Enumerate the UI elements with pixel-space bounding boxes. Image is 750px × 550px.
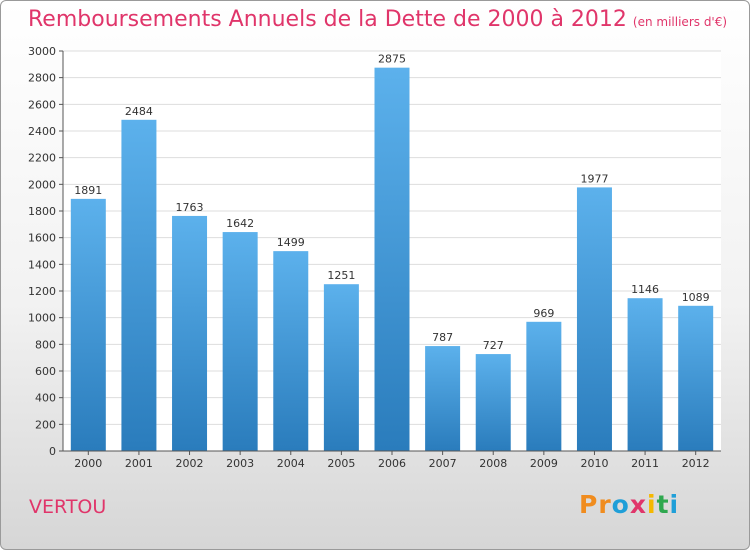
logo-letter: o	[611, 490, 630, 519]
logo-letter: i	[647, 490, 657, 519]
data-label: 1499	[277, 236, 305, 249]
logo-letter: x	[629, 490, 647, 519]
x-tick-label: 2008	[479, 457, 507, 470]
bar	[526, 321, 562, 451]
commune-name: VERTOU	[29, 496, 107, 518]
y-tick-label: 3000	[28, 45, 56, 58]
y-tick-label: 1400	[28, 258, 56, 271]
data-label: 1642	[226, 217, 254, 230]
data-label: 1763	[176, 201, 204, 214]
bar	[425, 346, 461, 451]
y-tick-label: 600	[35, 365, 56, 378]
bar	[323, 284, 359, 451]
data-label: 1146	[631, 283, 659, 296]
data-label: 1251	[327, 269, 355, 282]
y-tick-label: 1600	[28, 232, 56, 245]
y-tick-label: 2800	[28, 72, 56, 85]
bar	[678, 305, 714, 451]
y-tick-label: 2400	[28, 125, 56, 138]
x-tick-label: 2011	[631, 457, 659, 470]
x-tick-label: 2010	[580, 457, 608, 470]
chart-title-main: Remboursements Annuels de la Dette de 20…	[28, 7, 627, 32]
y-tick-label: 1200	[28, 285, 56, 298]
x-tick-label: 2012	[682, 457, 710, 470]
data-label: 727	[483, 339, 504, 352]
y-tick-label: 200	[35, 418, 56, 431]
logo-letter: r	[598, 490, 612, 519]
chart-title: Remboursements Annuels de la Dette de 20…	[28, 7, 727, 32]
data-label: 1891	[74, 184, 102, 197]
data-label: 1089	[682, 291, 710, 304]
y-tick-label: 2200	[28, 152, 56, 165]
data-label: 1977	[580, 172, 608, 185]
x-tick-label: 2004	[277, 457, 305, 470]
x-tick-label: 2009	[530, 457, 558, 470]
bar	[172, 215, 208, 451]
bar	[475, 354, 511, 451]
x-tick-label: 2002	[176, 457, 204, 470]
y-tick-label: 400	[35, 392, 56, 405]
bar	[121, 119, 157, 452]
data-label: 969	[533, 307, 554, 320]
data-label: 2484	[125, 105, 153, 118]
y-tick-label: 800	[35, 338, 56, 351]
x-tick-label: 2001	[125, 457, 153, 470]
logo-letter: t	[656, 490, 670, 519]
x-tick-label: 2006	[378, 457, 406, 470]
logo-letter: P	[579, 490, 599, 519]
bar	[273, 251, 309, 451]
bar	[222, 232, 258, 451]
y-tick-label: 0	[49, 445, 56, 458]
bar-chart: 0 200 400 600 800 1000 1200 1400 1600 1800 2000 220…	[28, 45, 721, 470]
data-label: 2875	[378, 53, 406, 66]
data-label: 787	[432, 331, 453, 344]
bar	[576, 187, 612, 451]
bar	[374, 67, 410, 452]
x-tick-label: 2007	[429, 457, 457, 470]
bar	[627, 298, 663, 451]
x-tick-label: 2005	[327, 457, 355, 470]
x-tick-label: 2003	[226, 457, 254, 470]
y-tick-label: 1800	[28, 205, 56, 218]
y-tick-label: 2600	[28, 98, 56, 111]
x-tick-label: 2000	[74, 457, 102, 470]
chart-title-unit: (en milliers d'€)	[632, 15, 728, 29]
bar	[70, 198, 106, 451]
proxiti-logo: Proxiti	[579, 490, 679, 519]
y-tick-label: 2000	[28, 178, 56, 191]
y-tick-label: 1000	[28, 312, 56, 325]
logo-letter: i	[669, 490, 680, 519]
